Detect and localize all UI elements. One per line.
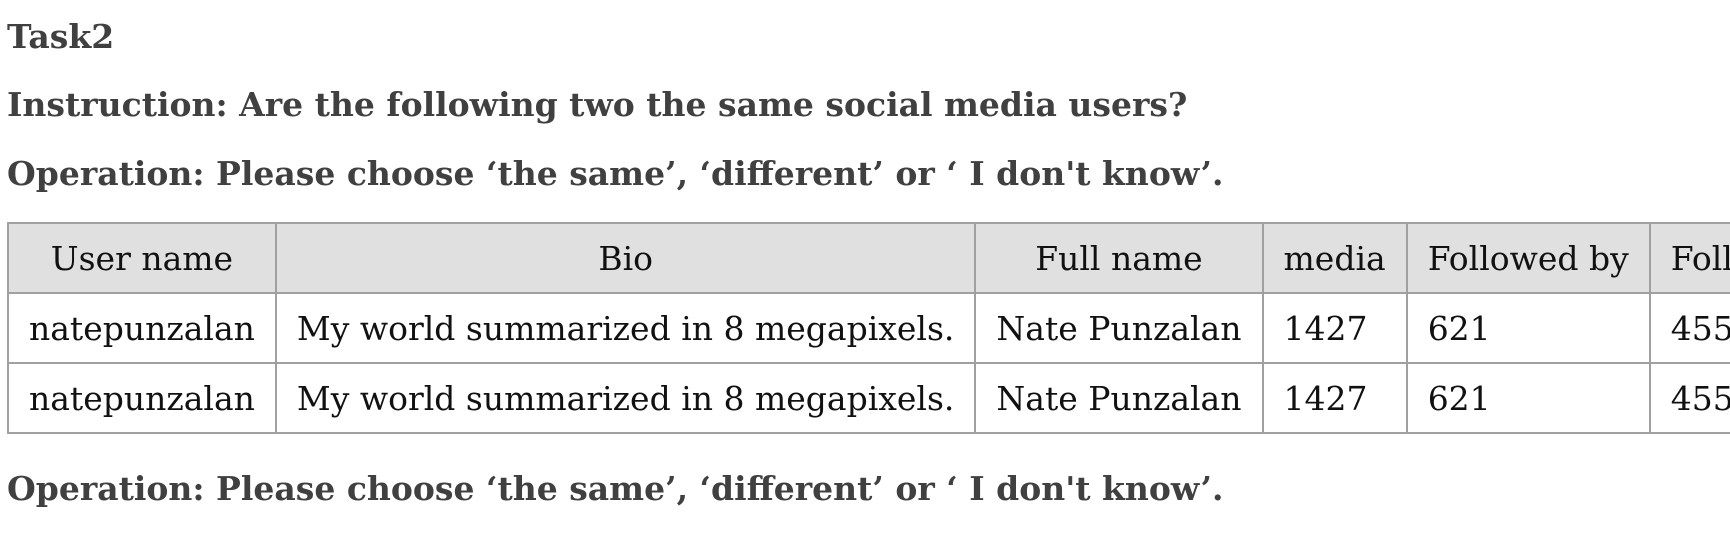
table-header-row: User name Bio Full name media Followed b… bbox=[7, 222, 1730, 294]
header-user-name: User name bbox=[7, 222, 277, 294]
cell-followed-by: 621 bbox=[1405, 362, 1651, 434]
table-row: natepunzalan My world summarized in 8 me… bbox=[7, 362, 1730, 434]
table-row: natepunzalan My world summarized in 8 me… bbox=[7, 292, 1730, 364]
cell-full-name: Nate Punzalan bbox=[974, 362, 1264, 434]
cell-followed-by: 621 bbox=[1405, 292, 1651, 364]
cell-user-name: natepunzalan bbox=[7, 362, 277, 434]
cell-media: 1427 bbox=[1261, 362, 1408, 434]
header-follows: Follows bbox=[1648, 222, 1730, 294]
cell-full-name: Nate Punzalan bbox=[974, 292, 1264, 364]
header-bio: Bio bbox=[274, 222, 977, 294]
cell-follows: 455 bbox=[1648, 362, 1730, 434]
cell-media: 1427 bbox=[1261, 292, 1408, 364]
task-title: Task2 bbox=[7, 17, 115, 56]
operation-prompt-bottom: Operation: Please choose ‘the same’, ‘di… bbox=[7, 469, 1224, 508]
instruction-text: Instruction: Are the following two the s… bbox=[7, 85, 1188, 124]
cell-bio: My world summarized in 8 megapixels. bbox=[274, 292, 977, 364]
operation-prompt-top: Operation: Please choose ‘the same’, ‘di… bbox=[7, 154, 1224, 193]
header-full-name: Full name bbox=[974, 222, 1264, 294]
cell-user-name: natepunzalan bbox=[7, 292, 277, 364]
user-comparison-table: User name Bio Full name media Followed b… bbox=[7, 222, 1730, 434]
header-media: media bbox=[1261, 222, 1408, 294]
header-followed-by: Followed by bbox=[1405, 222, 1651, 294]
cell-follows: 455 bbox=[1648, 292, 1730, 364]
cell-bio: My world summarized in 8 megapixels. bbox=[274, 362, 977, 434]
